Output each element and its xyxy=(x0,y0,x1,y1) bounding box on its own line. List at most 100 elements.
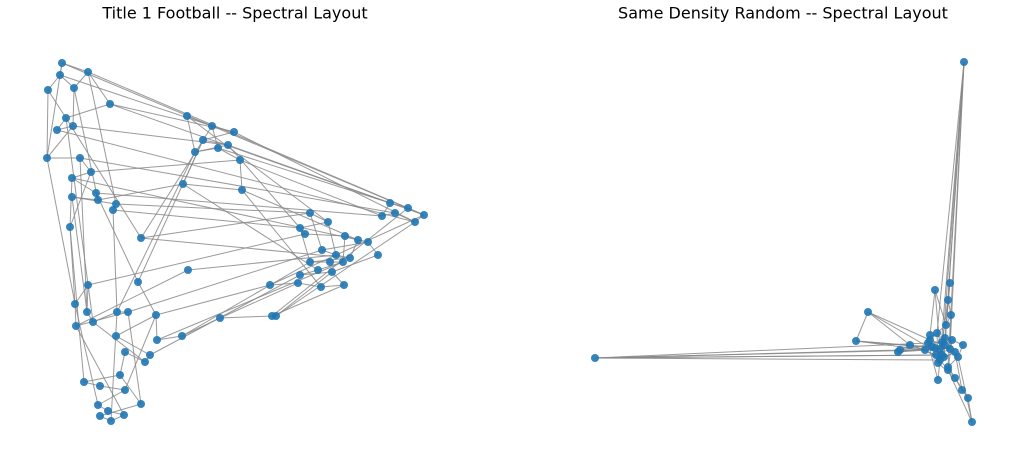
node xyxy=(107,417,115,425)
edge xyxy=(46,89,49,159)
edge xyxy=(219,315,273,319)
edge xyxy=(182,183,243,191)
node xyxy=(179,180,187,188)
node xyxy=(328,268,336,276)
edge xyxy=(934,289,941,350)
node xyxy=(864,308,872,316)
edge xyxy=(855,311,869,342)
edge xyxy=(275,271,333,317)
edge xyxy=(127,311,142,405)
node xyxy=(942,321,950,329)
edge xyxy=(155,314,158,341)
node xyxy=(306,209,314,217)
edge xyxy=(331,254,379,273)
node xyxy=(339,258,347,266)
edge xyxy=(71,196,88,313)
edge xyxy=(140,212,311,239)
node xyxy=(141,358,149,366)
node xyxy=(301,230,309,238)
node xyxy=(112,332,120,340)
node xyxy=(94,401,102,409)
edge xyxy=(227,144,425,216)
edge xyxy=(75,325,125,416)
node xyxy=(121,386,129,394)
edge xyxy=(87,71,409,209)
edge xyxy=(124,314,157,391)
node xyxy=(296,271,304,279)
node xyxy=(208,122,216,130)
node xyxy=(96,412,104,420)
node xyxy=(951,374,959,382)
node xyxy=(958,386,966,394)
edge xyxy=(929,289,936,336)
edge xyxy=(241,189,322,288)
node xyxy=(940,353,948,361)
edge xyxy=(95,192,139,283)
node xyxy=(591,354,599,362)
node xyxy=(921,346,929,354)
edge xyxy=(149,274,301,356)
node xyxy=(94,196,102,204)
node xyxy=(71,300,79,308)
node xyxy=(191,148,199,156)
edge xyxy=(97,183,184,201)
edge xyxy=(275,221,416,317)
edge xyxy=(65,117,142,239)
edge xyxy=(46,157,76,305)
node xyxy=(89,318,97,326)
node xyxy=(224,141,232,149)
node xyxy=(238,186,246,194)
node xyxy=(947,311,955,319)
edge xyxy=(65,103,111,119)
node xyxy=(938,338,946,346)
edge xyxy=(936,61,965,334)
node xyxy=(894,348,902,356)
node xyxy=(386,199,394,207)
edge xyxy=(594,357,941,361)
edge xyxy=(867,311,911,346)
chart-title: Same Density Random -- Spectral Layout xyxy=(618,4,948,23)
edge xyxy=(71,196,117,205)
edge xyxy=(217,147,391,204)
node xyxy=(932,351,940,359)
edge xyxy=(309,212,323,251)
node xyxy=(199,136,207,144)
node xyxy=(340,281,348,289)
edge xyxy=(75,269,189,327)
edge xyxy=(69,171,92,228)
node xyxy=(214,144,222,152)
node xyxy=(43,154,51,162)
node xyxy=(926,331,934,339)
node xyxy=(84,68,92,76)
node xyxy=(306,258,314,266)
node xyxy=(318,246,326,254)
edge xyxy=(74,303,99,406)
node xyxy=(146,351,154,359)
node xyxy=(266,281,274,289)
node xyxy=(296,224,304,232)
edge xyxy=(46,125,74,159)
edge xyxy=(56,129,416,223)
node xyxy=(968,418,976,426)
edge xyxy=(87,71,117,205)
node xyxy=(317,283,325,291)
node xyxy=(946,279,954,287)
edge xyxy=(47,89,67,119)
edge xyxy=(219,282,299,319)
edge xyxy=(119,374,142,405)
edge xyxy=(899,341,943,351)
node xyxy=(946,345,954,353)
edge xyxy=(140,125,213,239)
node xyxy=(44,86,52,94)
edge xyxy=(594,354,943,359)
edge xyxy=(269,214,425,286)
node xyxy=(152,311,160,319)
node xyxy=(959,341,967,349)
node xyxy=(272,312,280,320)
node xyxy=(378,212,386,220)
edge xyxy=(87,233,306,286)
node xyxy=(391,209,399,217)
edge xyxy=(181,261,311,337)
node xyxy=(66,223,74,231)
node xyxy=(332,251,340,259)
